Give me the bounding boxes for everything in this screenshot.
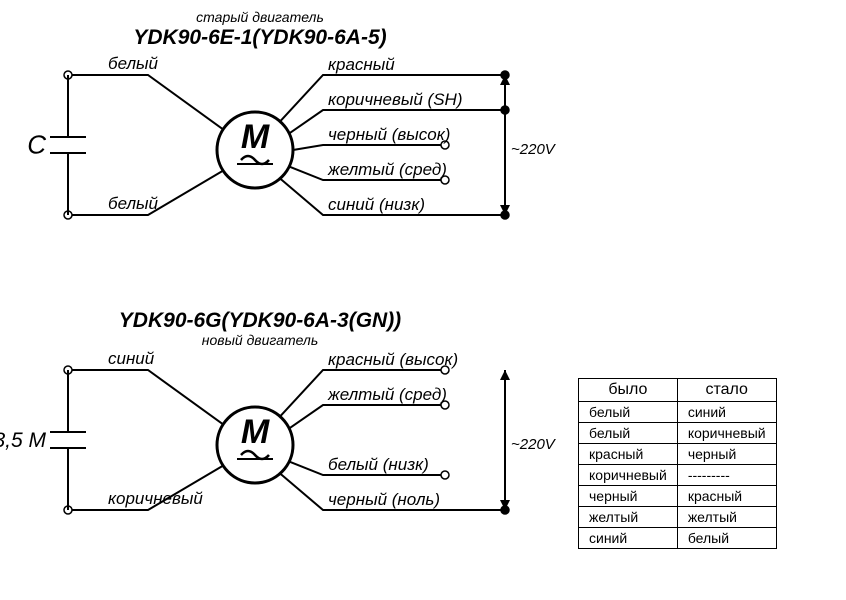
- svg-text:синий (низк): синий (низк): [328, 195, 425, 214]
- svg-text:белый: белый: [108, 54, 159, 73]
- svg-text:M: M: [241, 118, 270, 156]
- table-row: красныйчерный: [579, 444, 777, 465]
- svg-text:коричневый (SH): коричневый (SH): [328, 90, 463, 109]
- svg-text:~220V: ~220V: [511, 141, 557, 158]
- table-row: желтыйжелтый: [579, 507, 777, 528]
- capacitor: 3,5 М: [0, 370, 86, 510]
- svg-text:желтый (сред): желтый (сред): [327, 160, 447, 179]
- svg-text:белый: белый: [108, 194, 159, 213]
- table-row: белыйсиний: [579, 402, 777, 423]
- svg-text:коричневый: коричневый: [108, 489, 203, 508]
- capacitor: С: [27, 75, 86, 215]
- svg-text:YDK90-6E-1(YDK90-6A-5): YDK90-6E-1(YDK90-6A-5): [133, 26, 386, 49]
- svg-text:черный (высок): черный (высок): [328, 125, 450, 144]
- table-row: коричневый---------: [579, 465, 777, 486]
- table-row: синийбелый: [579, 528, 777, 549]
- motor-symbol: M: [217, 112, 293, 188]
- svg-text:3,5 М: 3,5 М: [0, 429, 46, 452]
- svg-text:синий: синий: [108, 349, 155, 368]
- table-header: было: [579, 379, 678, 402]
- table-header: стало: [677, 379, 776, 402]
- table-row: черныйкрасный: [579, 486, 777, 507]
- table-row: белыйкоричневый: [579, 423, 777, 444]
- svg-text:белый (низк): белый (низк): [328, 455, 429, 474]
- svg-text:красный: красный: [328, 55, 395, 74]
- svg-text:~220V: ~220V: [511, 436, 557, 453]
- svg-text:желтый (сред): желтый (сред): [327, 385, 447, 404]
- svg-text:черный (ноль): черный (ноль): [328, 490, 440, 509]
- svg-text:M: M: [241, 413, 270, 451]
- svg-text:YDK90-6G(YDK90-6A-3(GN)): YDK90-6G(YDK90-6A-3(GN)): [119, 309, 401, 332]
- svg-text:красный (высок): красный (высок): [328, 350, 458, 369]
- color-mapping-table: былосталобелыйсинийбелыйкоричневыйкрасны…: [578, 378, 777, 549]
- svg-text:новый двигатель: новый двигатель: [202, 332, 318, 348]
- motor-symbol: M: [217, 407, 293, 483]
- svg-text:старый двигатель: старый двигатель: [196, 9, 324, 25]
- svg-text:С: С: [27, 130, 46, 160]
